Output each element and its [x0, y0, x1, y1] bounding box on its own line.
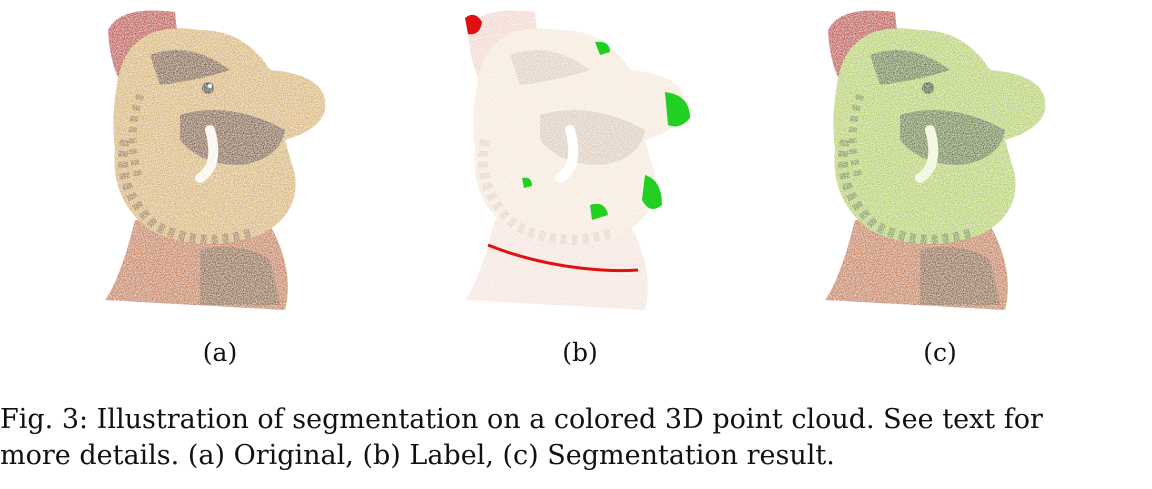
label-green-mark: [522, 177, 532, 188]
label-green-mark: [642, 175, 662, 209]
tusk: [195, 125, 219, 183]
label-green-mark: [590, 203, 608, 220]
label-point-cloud: [465, 10, 690, 310]
eye: [202, 82, 214, 94]
caption-line-1: Fig. 3: Illustration of segmentation on …: [0, 404, 1043, 435]
label-green-mark: [595, 41, 610, 55]
neck-band: [200, 246, 280, 305]
label-red-line: [487, 243, 639, 273]
label-green-mark: [665, 92, 690, 127]
brow: [150, 50, 230, 85]
subfigure-label-a: (a): [202, 338, 238, 367]
caption-line-2: more details. (a) Original, (b) Label, (…: [0, 440, 835, 471]
subfigure-c: (c): [800, 0, 1080, 367]
subfigure-label-c: (c): [923, 338, 957, 367]
subfigure-b: (b): [440, 0, 720, 367]
subfigure-a: (a): [80, 0, 360, 367]
label-red-crest-mark: [465, 14, 482, 35]
figure-caption: Fig. 3: Illustration of segmentation on …: [0, 402, 1150, 474]
original-point-cloud: [105, 10, 326, 310]
mouth: [180, 110, 285, 165]
mane: [118, 139, 257, 245]
subfigure-label-b: (b): [562, 338, 598, 367]
segmentation-point-cloud: [825, 10, 1046, 310]
